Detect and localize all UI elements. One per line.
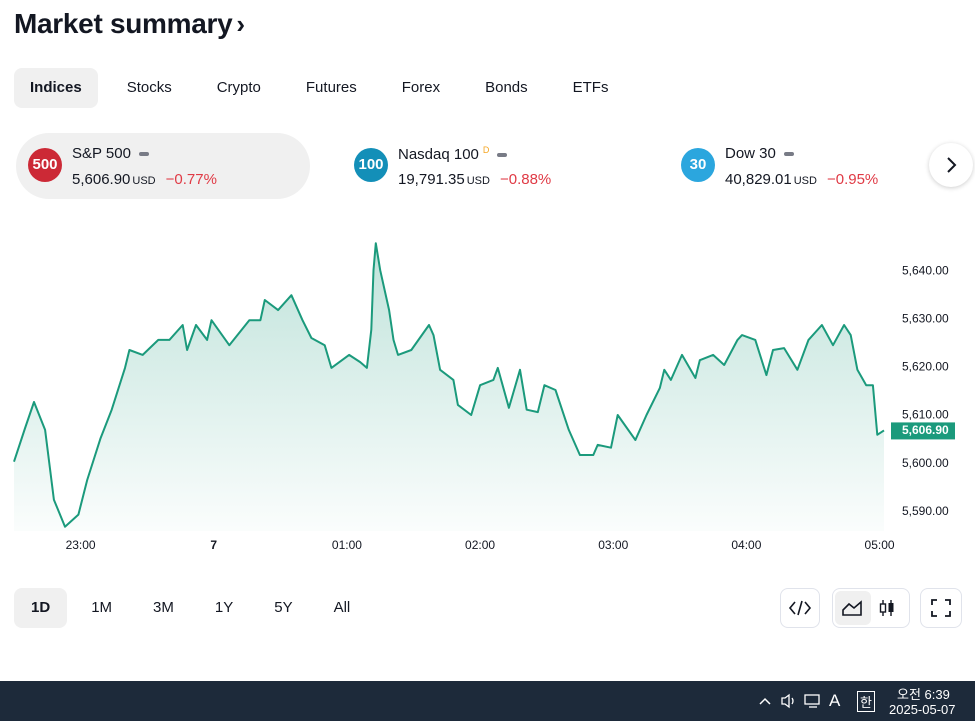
embed-icon	[788, 600, 812, 616]
price: 40,829.01	[725, 171, 792, 188]
y-tick-label: 5,620.00	[902, 360, 949, 374]
badge: 30	[681, 148, 715, 182]
x-tick-label: 7	[210, 538, 217, 552]
ime-indicator[interactable]: A	[829, 691, 841, 710]
y-tick-label: 5,590.00	[902, 504, 949, 518]
index-name-row: S&P 500	[72, 145, 149, 162]
range-button[interactable]: 5Y	[274, 599, 293, 616]
tab[interactable]: Bonds	[485, 79, 528, 96]
last-price-box	[891, 422, 955, 440]
currency: USD	[466, 175, 490, 187]
y-tick-label: 5,630.00	[902, 311, 949, 325]
title-text: Market summary	[14, 8, 233, 39]
badge: 500	[28, 148, 62, 182]
currency: USD	[793, 175, 817, 187]
x-tick-label: 04:00	[731, 538, 761, 552]
fullscreen-icon	[931, 599, 951, 617]
embed-button[interactable]	[780, 588, 820, 628]
change: −0.88%	[499, 171, 552, 188]
index-card[interactable]: 100 Nasdaq 100 D 19,791.35 USD −0.88%	[342, 133, 636, 199]
tab[interactable]: Indices	[14, 68, 98, 108]
area-fill	[14, 243, 884, 531]
price: 19,791.35	[398, 171, 465, 188]
fullscreen-button[interactable]	[920, 588, 962, 628]
lang-indicator[interactable]: 한	[857, 691, 875, 712]
change: −0.77%	[165, 171, 217, 188]
x-tick-label: 05:00	[865, 538, 895, 552]
range-button[interactable]: 1Y	[214, 599, 234, 616]
index-name: Dow 30	[725, 145, 776, 162]
tabs: Indices Stocks Crypto Futures Forex Bonds ETFs	[14, 68, 637, 108]
next-button[interactable]	[929, 143, 973, 187]
next-icon	[947, 157, 957, 173]
price: 5,606.90	[72, 171, 131, 188]
chevron: ›	[236, 9, 245, 39]
y-tick-label: 5,610.00	[902, 408, 949, 422]
y-tick-label: 5,600.00	[902, 456, 949, 470]
index-name: S&P 500	[72, 145, 131, 162]
index-card[interactable]: 30 Dow 30 40,829.01 USD −0.95%	[669, 133, 963, 199]
tab[interactable]: Crypto	[216, 79, 261, 96]
clock-date: 2025-05-07	[889, 702, 956, 717]
price-line	[13, 242, 885, 528]
tab[interactable]: ETFs	[572, 79, 609, 96]
page-title[interactable]: Market summary ›	[14, 8, 245, 40]
tab[interactable]: Futures	[305, 79, 357, 96]
change: −0.95%	[826, 171, 879, 188]
taskbar: A 한 오전 6:39 2025-05-07	[0, 681, 975, 721]
badge: 100	[354, 148, 388, 182]
index-card[interactable]: 500 S&P 500 5,606.90 USD −0.77%	[16, 133, 310, 199]
index-name-row: Dow 30	[725, 145, 794, 162]
x-tick-label: 23:00	[66, 538, 96, 552]
tray-icons	[759, 693, 820, 709]
chart-style-icons	[835, 591, 894, 625]
status-dash	[138, 152, 149, 157]
currency: USD	[132, 175, 156, 187]
status-dash	[497, 153, 508, 158]
tab[interactable]: Forex	[401, 79, 441, 96]
price-row: 19,791.35 USD −0.88%	[398, 171, 551, 188]
last-price-label: 5,606.90	[902, 423, 949, 437]
chart-style-group	[832, 588, 910, 628]
tab[interactable]: Stocks	[126, 79, 172, 96]
x-tick-label: 03:00	[598, 538, 628, 552]
price-row: 40,829.01 USD −0.95%	[725, 171, 878, 188]
range-button[interactable]: 3M	[153, 599, 174, 616]
x-tick-label: 02:00	[465, 538, 495, 552]
y-tick-label: 5,640.00	[902, 263, 949, 277]
x-tick-label: 01:00	[332, 538, 362, 552]
index-name: Nasdaq 100	[398, 146, 479, 163]
range-button[interactable]: All	[333, 599, 351, 616]
price-row: 5,606.90 USD −0.77%	[72, 171, 217, 188]
clock-time: 오전 6:39	[897, 687, 950, 702]
status-dash	[783, 152, 794, 157]
range-button[interactable]: 1M	[91, 599, 113, 616]
index-name-row: Nasdaq 100 D	[398, 145, 508, 163]
range-buttons: 1D 1M 3M 1Y 5Y All	[14, 588, 374, 628]
range-button[interactable]: 1D	[14, 588, 68, 628]
delay-flag: D	[482, 145, 490, 155]
